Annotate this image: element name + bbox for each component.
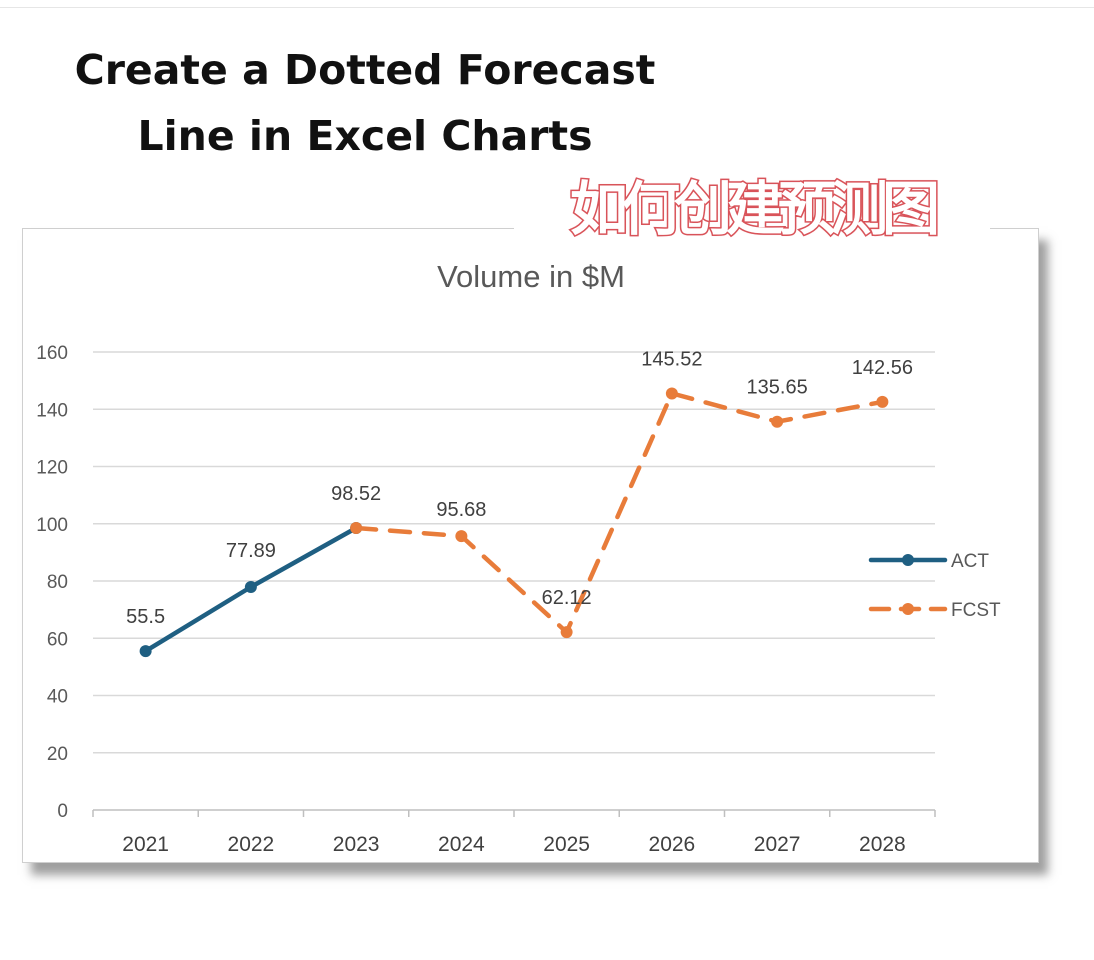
- chinese-banner: 如何创建预测图: [514, 168, 990, 245]
- x-tick-label: 2022: [228, 833, 275, 856]
- data-label: 98.52: [331, 483, 381, 505]
- y-tick-label: 40: [47, 687, 68, 708]
- y-tick-label: 140: [36, 400, 68, 421]
- legend-marker-act: [902, 554, 914, 566]
- y-tick-label: 100: [36, 515, 68, 536]
- y-tick-label: 20: [47, 744, 68, 765]
- data-label: 135.65: [747, 377, 808, 399]
- data-point-act: [244, 581, 257, 594]
- data-label: 145.52: [641, 348, 702, 370]
- data-label: 62.12: [542, 587, 592, 609]
- x-tick-label: 2026: [649, 833, 696, 856]
- x-tick-label: 2025: [543, 833, 590, 856]
- chinese-banner-text: 如何创建预测图: [568, 174, 941, 245]
- y-tick-label: 0: [57, 801, 68, 822]
- data-point-act: [139, 645, 152, 658]
- top-divider: [0, 7, 1094, 8]
- line-chart: Volume in $M 0 20 40 60 80 100 120 140 160 2021 202…: [36, 259, 1001, 856]
- y-tick-label: 160: [36, 343, 68, 364]
- x-tick-label: 2024: [438, 833, 485, 856]
- data-label: 142.56: [852, 357, 913, 379]
- data-point-fcst: [771, 415, 784, 428]
- data-label: 95.68: [436, 499, 486, 521]
- series-line-fcst: [353, 391, 885, 635]
- x-tick-label: 2023: [333, 833, 380, 856]
- legend-marker-fcst: [902, 603, 914, 615]
- data-label: 55.5: [126, 606, 165, 628]
- x-tick-label: 2021: [122, 833, 169, 856]
- data-point-fcst: [560, 626, 573, 639]
- data-point-fcst: [665, 387, 678, 400]
- legend-label-act: ACT: [951, 551, 989, 572]
- chart-title: Volume in $M: [437, 259, 625, 294]
- y-tick-label: 80: [47, 572, 68, 593]
- legend-label-fcst: FCST: [951, 600, 1001, 621]
- data-label: 77.89: [226, 540, 276, 562]
- x-tick-label: 2028: [859, 833, 906, 856]
- data-point-fcst: [876, 395, 889, 408]
- data-point-fcst: [350, 521, 363, 534]
- data-point-fcst: [455, 530, 468, 543]
- headline-line-1: Create a Dotted Forecast: [74, 46, 656, 94]
- y-tick-label: 60: [47, 629, 68, 650]
- x-tick-label: 2027: [754, 833, 801, 856]
- y-tick-label: 120: [36, 458, 68, 479]
- headline-line-2: Line in Excel Charts: [137, 112, 593, 160]
- chart-card: Volume in $M 0 20 40 60 80 100 120 140 160 2021 202…: [22, 228, 1039, 863]
